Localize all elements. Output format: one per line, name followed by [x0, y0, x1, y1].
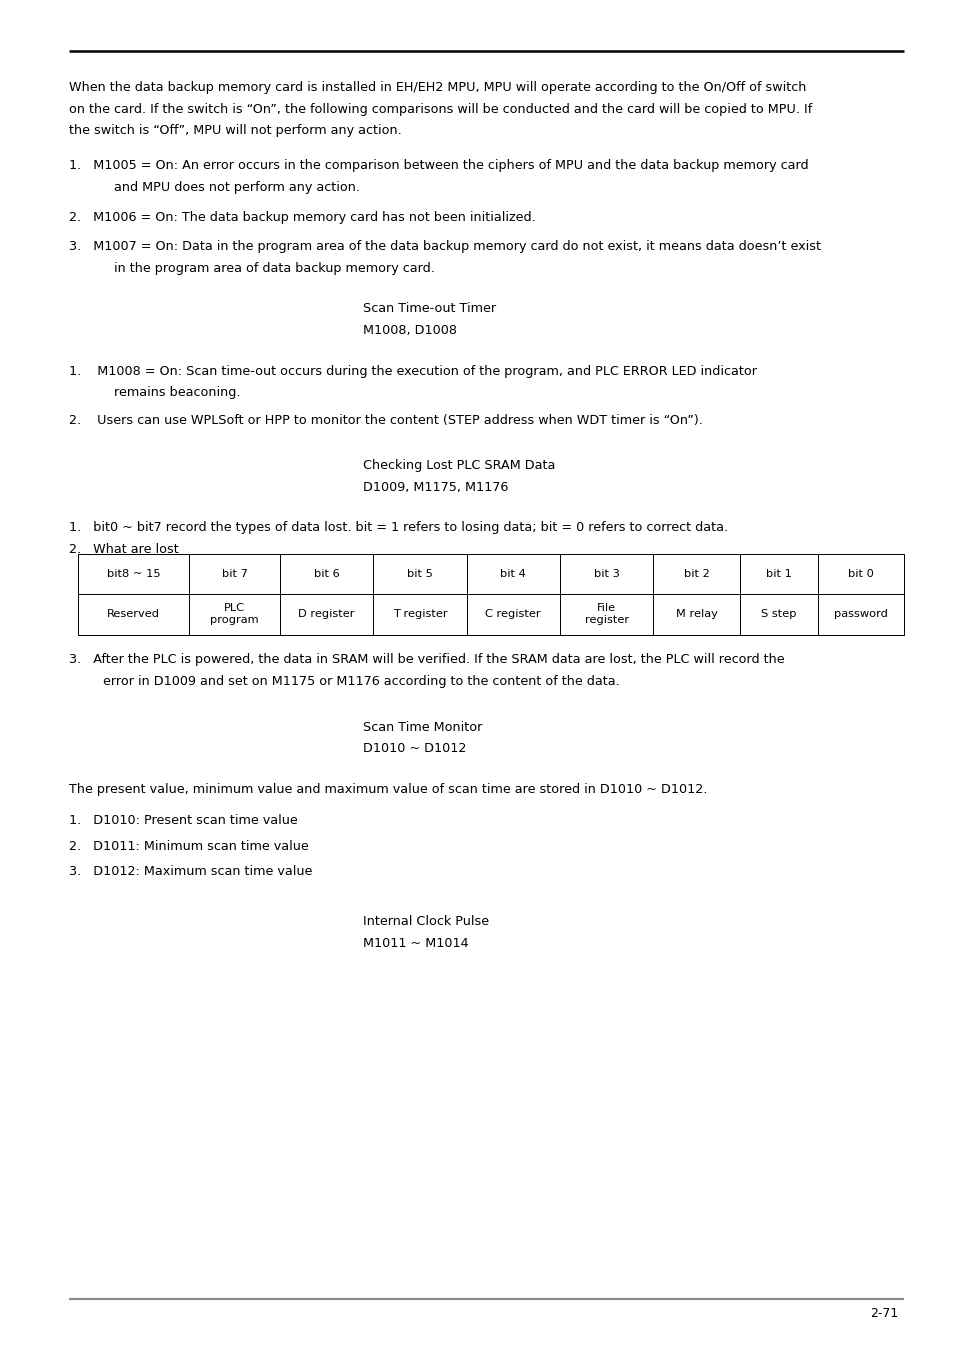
Text: 2-71: 2-71 — [869, 1307, 898, 1320]
Text: error in D1009 and set on M1175 or M1176 according to the content of the data.: error in D1009 and set on M1175 or M1176… — [103, 675, 619, 688]
Text: C register: C register — [485, 609, 540, 620]
Text: D register: D register — [298, 609, 355, 620]
Text: 3.   After the PLC is powered, the data in SRAM will be verified. If the SRAM da: 3. After the PLC is powered, the data in… — [69, 653, 783, 667]
Text: remains beaconing.: remains beaconing. — [114, 386, 241, 400]
Text: 2.   D1011: Minimum scan time value: 2. D1011: Minimum scan time value — [69, 840, 308, 853]
Text: bit 4: bit 4 — [500, 568, 526, 579]
Text: Scan Time Monitor: Scan Time Monitor — [362, 721, 481, 734]
Text: 3.   M1007 = On: Data in the program area of the data backup memory card do not : 3. M1007 = On: Data in the program area … — [69, 240, 820, 254]
Text: M relay: M relay — [675, 609, 717, 620]
Text: S step: S step — [760, 609, 796, 620]
Text: 1.   D1010: Present scan time value: 1. D1010: Present scan time value — [69, 814, 297, 828]
Text: M1008, D1008: M1008, D1008 — [362, 324, 456, 338]
Text: bit8 ~ 15: bit8 ~ 15 — [107, 568, 160, 579]
Text: 1.   M1005 = On: An error occurs in the comparison between the ciphers of MPU an: 1. M1005 = On: An error occurs in the co… — [69, 159, 807, 173]
Text: bit 1: bit 1 — [765, 568, 791, 579]
Text: 2.    Users can use WPLSoft or HPP to monitor the content (STEP address when WDT: 2. Users can use WPLSoft or HPP to monit… — [69, 414, 701, 428]
Text: bit 6: bit 6 — [314, 568, 339, 579]
Text: 3.   D1012: Maximum scan time value: 3. D1012: Maximum scan time value — [69, 865, 312, 879]
Text: Checking Lost PLC SRAM Data: Checking Lost PLC SRAM Data — [362, 459, 555, 472]
Text: PLC
program: PLC program — [210, 603, 258, 625]
Text: Scan Time-out Timer: Scan Time-out Timer — [362, 302, 496, 316]
Text: 2.   M1006 = On: The data backup memory card has not been initialized.: 2. M1006 = On: The data backup memory ca… — [69, 211, 535, 224]
Text: on the card. If the switch is “On”, the following comparisons will be conducted : on the card. If the switch is “On”, the … — [69, 103, 811, 116]
Bar — [78, 554, 903, 634]
Text: the switch is “Off”, MPU will not perform any action.: the switch is “Off”, MPU will not perfor… — [69, 124, 401, 138]
Text: When the data backup memory card is installed in EH/EH2 MPU, MPU will operate ac: When the data backup memory card is inst… — [69, 81, 805, 95]
Text: in the program area of data backup memory card.: in the program area of data backup memor… — [114, 262, 435, 275]
Text: T register: T register — [393, 609, 447, 620]
Text: File
register: File register — [584, 603, 628, 625]
Text: 2.   What are lost: 2. What are lost — [69, 543, 178, 556]
Text: The present value, minimum value and maximum value of scan time are stored in D1: The present value, minimum value and max… — [69, 783, 706, 796]
Text: and MPU does not perform any action.: and MPU does not perform any action. — [114, 181, 360, 194]
Text: Reserved: Reserved — [107, 609, 160, 620]
Text: M1011 ~ M1014: M1011 ~ M1014 — [362, 937, 468, 950]
Text: bit 0: bit 0 — [847, 568, 873, 579]
Text: bit 3: bit 3 — [593, 568, 619, 579]
Text: D1009, M1175, M1176: D1009, M1175, M1176 — [362, 481, 507, 494]
Text: 1.   bit0 ~ bit7 record the types of data lost. bit = 1 refers to losing data; b: 1. bit0 ~ bit7 record the types of data … — [69, 521, 727, 535]
Text: bit 5: bit 5 — [407, 568, 433, 579]
Text: bit 2: bit 2 — [683, 568, 709, 579]
Text: Internal Clock Pulse: Internal Clock Pulse — [362, 915, 488, 929]
Text: D1010 ~ D1012: D1010 ~ D1012 — [362, 743, 465, 756]
Text: 1.    M1008 = On: Scan time-out occurs during the execution of the program, and : 1. M1008 = On: Scan time-out occurs duri… — [69, 364, 756, 378]
Text: password: password — [834, 609, 887, 620]
Text: bit 7: bit 7 — [221, 568, 247, 579]
